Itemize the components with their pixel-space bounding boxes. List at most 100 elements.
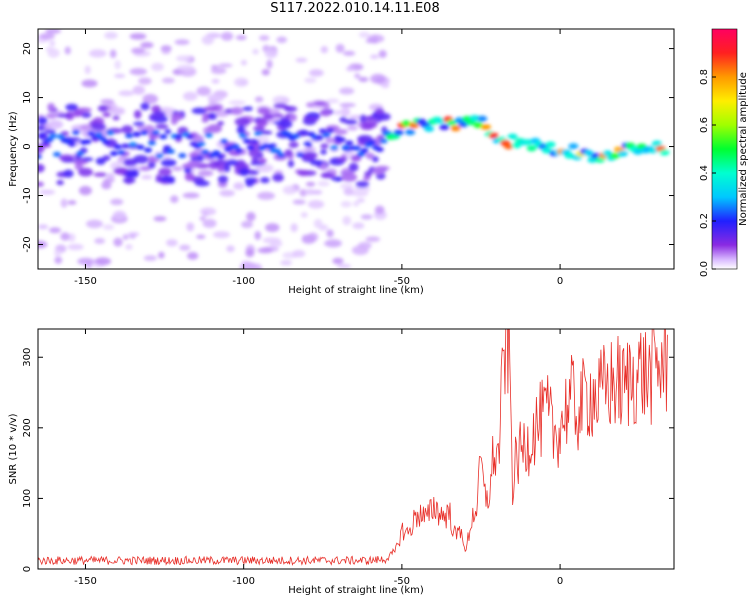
noise-cell	[324, 238, 342, 248]
ridge-cell	[318, 128, 327, 134]
band-cell	[272, 173, 284, 182]
band-cell	[164, 129, 172, 135]
band-cell	[248, 149, 259, 157]
noise-cell	[160, 45, 172, 52]
noise-cell	[339, 87, 355, 95]
band-cell	[217, 121, 225, 126]
ridge-cell	[277, 152, 286, 158]
band-cell	[273, 103, 288, 109]
band-cell	[191, 107, 207, 115]
noise-cell	[336, 263, 352, 269]
noise-cell	[358, 76, 369, 83]
noise-cell	[158, 251, 165, 259]
colorbar-tick-label: 0.2	[699, 213, 710, 229]
noise-cell	[113, 237, 123, 247]
spectrogram-x-label: Height of straight line (km)	[288, 285, 424, 296]
band-cell	[132, 121, 145, 126]
ridge-cell	[132, 131, 141, 137]
band-cell	[320, 172, 334, 179]
noise-cell	[304, 188, 316, 196]
band-cell	[97, 105, 109, 112]
ridge-cell	[166, 148, 175, 154]
noise-cell	[256, 135, 270, 146]
noise-cell	[240, 59, 247, 66]
band-cell	[56, 179, 64, 186]
noise-cell	[49, 227, 61, 234]
ridge-cell	[610, 152, 621, 159]
y-tick-label: 0	[22, 143, 33, 149]
spectrogram-y-label: Frequency (Hz)	[8, 111, 19, 187]
noise-cell	[39, 33, 55, 40]
ridge-cell	[250, 139, 259, 145]
ridge-cell	[87, 131, 96, 137]
ridge-cell	[314, 135, 323, 141]
band-cell	[320, 162, 327, 171]
noise-cell	[106, 172, 115, 180]
ridge-cell	[204, 132, 213, 138]
band-cell	[217, 175, 229, 184]
noise-cell	[292, 249, 306, 258]
band-cell	[366, 152, 374, 160]
noise-cell	[138, 77, 152, 85]
noise-cell	[254, 230, 261, 241]
noise-cell	[333, 110, 342, 115]
band-cell	[93, 172, 108, 177]
band-cell	[364, 170, 372, 178]
noise-cell	[84, 65, 91, 75]
band-cell	[38, 163, 45, 173]
noise-cell	[176, 64, 195, 71]
noise-cell	[208, 94, 224, 103]
noise-cell	[228, 100, 246, 105]
band-cell	[361, 120, 378, 129]
noise-cell	[332, 257, 344, 265]
ridge-cell	[439, 124, 450, 131]
band-cell	[336, 157, 348, 162]
noise-cell	[304, 77, 317, 84]
band-cell	[155, 124, 169, 130]
noise-cell	[104, 31, 118, 40]
ridge-cell	[330, 145, 339, 151]
snr-frame	[37, 328, 675, 570]
band-cell	[170, 117, 178, 125]
colorbar-tick-label: 0.8	[699, 69, 710, 85]
ridge-cell	[246, 145, 255, 151]
noise-cell	[88, 49, 107, 58]
colorbar-tick-label: 0.6	[699, 117, 710, 133]
band-cell	[56, 113, 71, 118]
y-tick-label: -20	[22, 236, 33, 252]
band-cell	[44, 129, 56, 134]
band-cell	[201, 117, 209, 123]
noise-cell	[143, 255, 157, 261]
ridge-cell	[545, 141, 556, 148]
band-cell	[288, 141, 299, 149]
noise-cell	[261, 68, 270, 76]
noise-cell	[196, 234, 206, 240]
band-cell	[226, 159, 239, 166]
noise-cell	[358, 31, 370, 38]
noise-cell	[257, 247, 274, 254]
noise-cell	[67, 200, 77, 205]
ridge-cell	[235, 148, 244, 154]
band-cell	[122, 177, 136, 184]
noise-cell	[343, 187, 355, 196]
noise-cell	[110, 107, 126, 116]
ridge-cell	[401, 120, 412, 127]
noise-cell	[94, 237, 106, 245]
ridge-cell	[356, 151, 365, 157]
band-cell	[38, 117, 48, 125]
band-cell	[236, 125, 246, 135]
ridge-cell	[68, 141, 77, 147]
band-cell	[188, 152, 199, 158]
noise-cell	[340, 200, 352, 208]
noise-cell	[114, 60, 121, 70]
noise-cell	[202, 218, 217, 228]
noise-cell	[378, 50, 387, 59]
noise-cell	[49, 40, 56, 47]
ridge-cell	[151, 130, 160, 136]
band-cell	[184, 172, 195, 182]
band-cell	[78, 167, 93, 177]
noise-cell	[313, 218, 323, 229]
ridge-cell	[49, 133, 58, 139]
noise-cell	[233, 182, 245, 190]
